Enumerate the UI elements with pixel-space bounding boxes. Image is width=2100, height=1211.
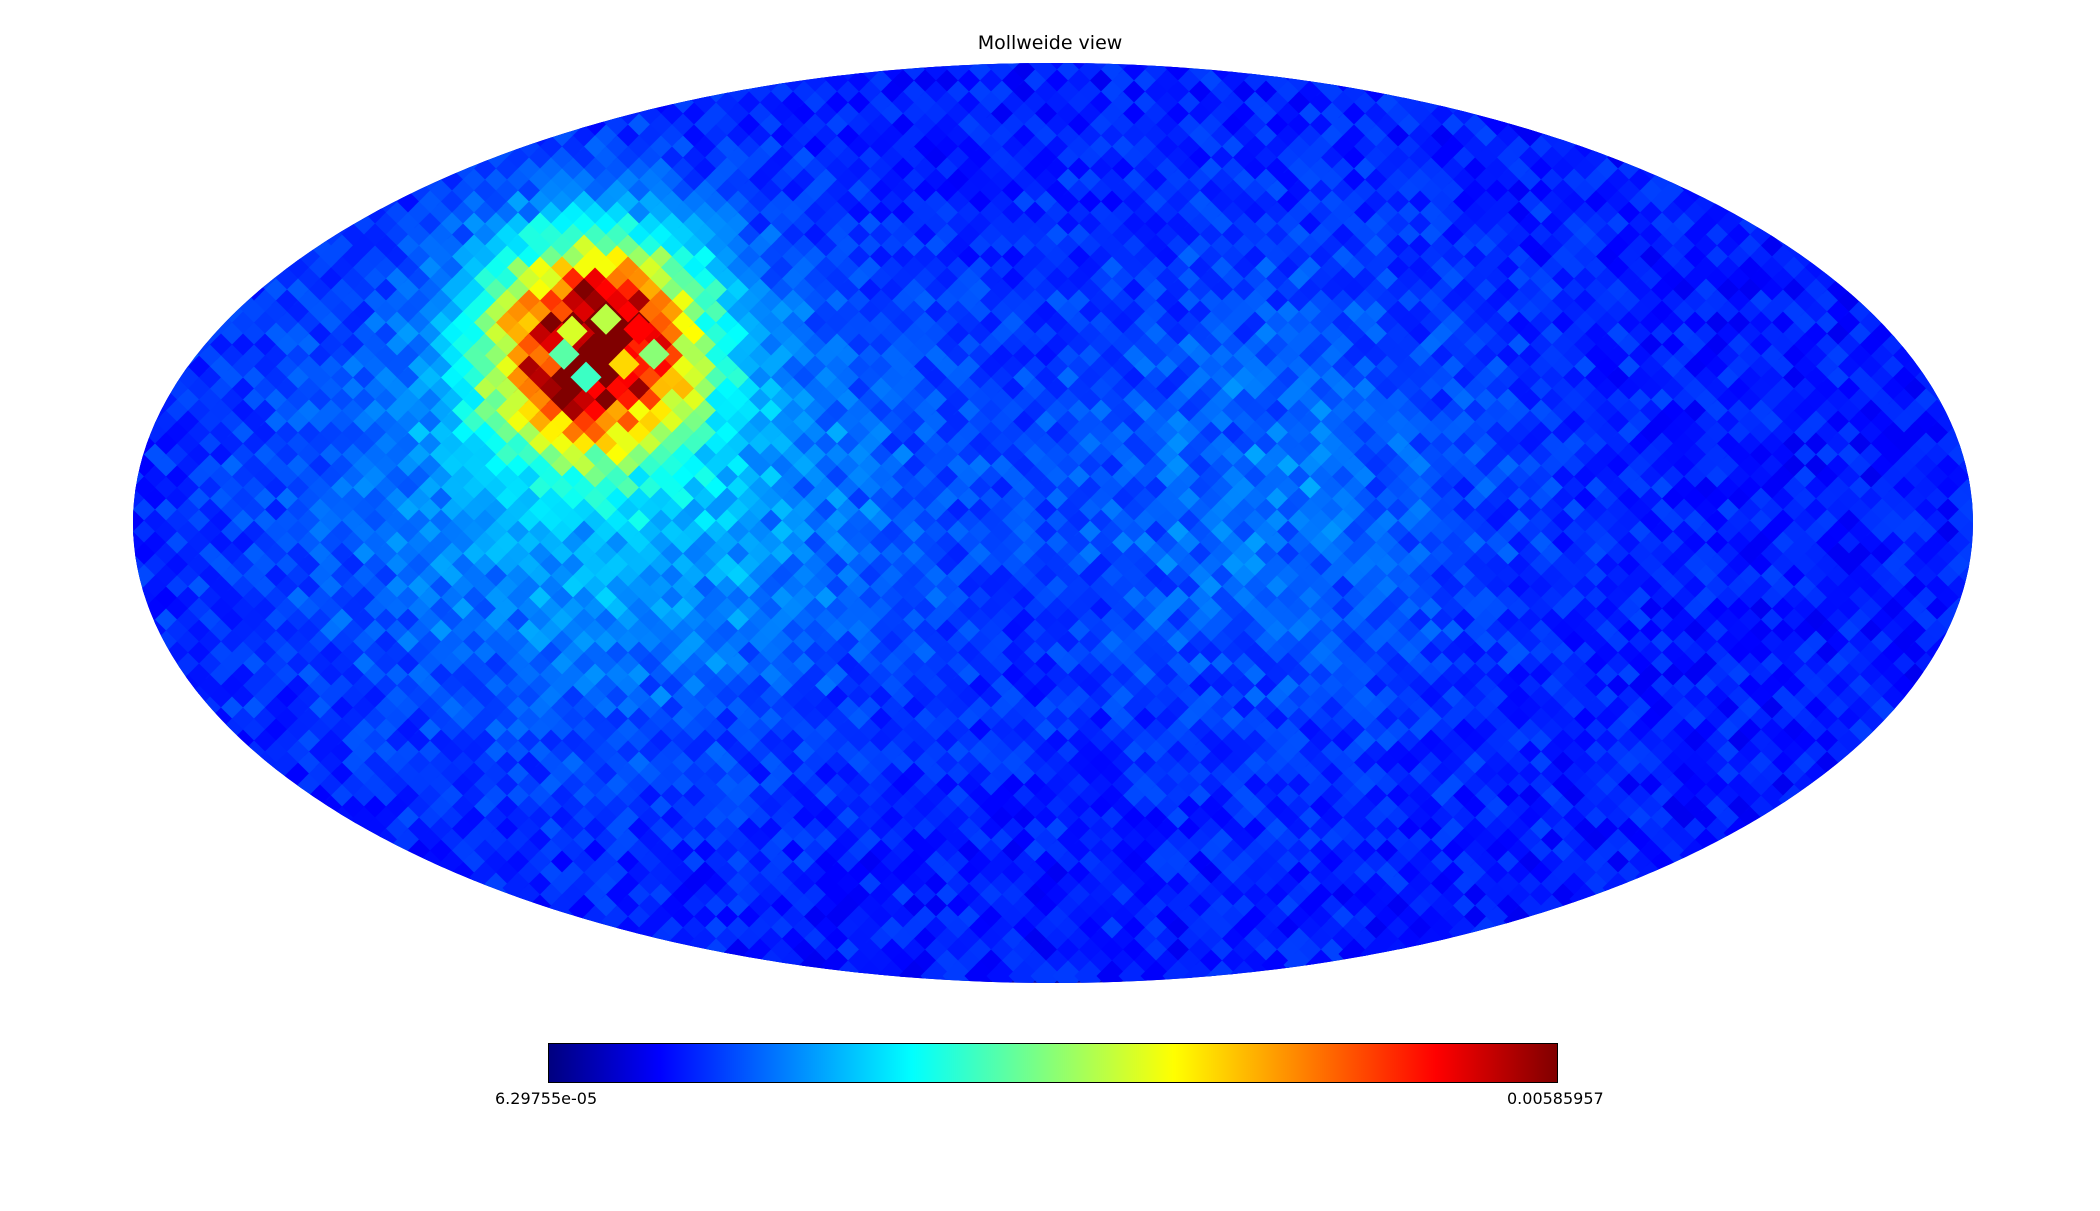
chart-title: Mollweide view — [977, 32, 1123, 54]
heatmap-pixels — [133, 63, 1973, 983]
